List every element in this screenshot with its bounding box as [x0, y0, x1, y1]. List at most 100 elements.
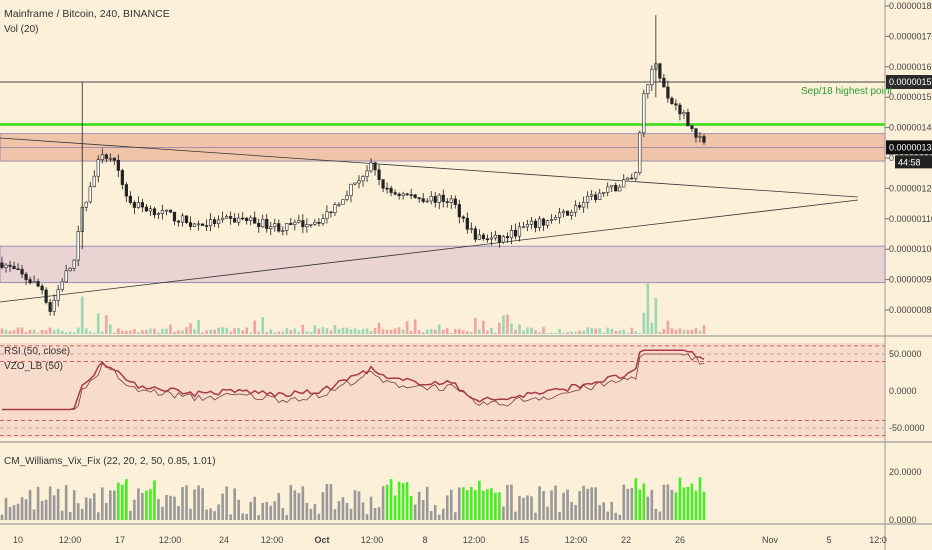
candle-body-15 [60, 281, 64, 290]
vix-bar-1 [4, 497, 8, 520]
vix-bar-18 [72, 490, 76, 520]
vix-bar-72 [289, 485, 293, 520]
vix-bar-144 [578, 491, 581, 520]
volume-bar-18 [72, 332, 76, 334]
vix-bar-55 [221, 493, 224, 520]
vix-bar-85 [341, 497, 345, 520]
volume-bar-80 [321, 327, 325, 334]
candle-body-128 [513, 229, 518, 237]
candle-body-29 [116, 159, 120, 171]
volume-bar-46 [185, 327, 188, 334]
upper-trendline [0, 137, 859, 198]
volume-bar-75 [301, 324, 305, 334]
candle-body-74 [297, 220, 301, 223]
candle-body-129 [517, 226, 522, 237]
candle-body-85 [341, 199, 345, 205]
candle-body-162 [650, 68, 654, 86]
volume-bar-130 [522, 330, 525, 334]
candle-body-75 [301, 220, 305, 228]
volume-bar-158 [634, 331, 638, 334]
candle-body-94 [377, 169, 381, 180]
time-tick-16: 12:0 [869, 535, 887, 545]
volume-bar-14 [56, 328, 60, 334]
candle-body-105 [421, 198, 425, 202]
candle-body-30 [120, 170, 124, 185]
vix-bar-153 [614, 512, 618, 520]
volume-bar-116 [466, 331, 469, 334]
candle-body-119 [477, 234, 481, 240]
volume-bar-10 [40, 329, 44, 334]
candle-body-11 [44, 289, 48, 303]
vix-bar-46 [185, 485, 188, 520]
candle-body-132 [529, 220, 534, 225]
vix-bar-164 [658, 511, 662, 520]
price-tick-8: 0.00000100 [889, 244, 932, 254]
vix-bar-93 [373, 507, 377, 520]
candle-body-61 [245, 217, 249, 221]
volume-bar-54 [217, 327, 220, 334]
candle-body-88 [353, 182, 357, 185]
candle-body-89 [357, 180, 361, 184]
volume-bar-124 [498, 322, 501, 334]
volume-bar-93 [373, 328, 377, 334]
vix-bar-128 [514, 511, 517, 520]
volume-bar-111 [445, 328, 449, 334]
volume-bar-78 [313, 325, 317, 334]
volume-bar-48 [193, 329, 196, 334]
candle-body-26 [104, 154, 108, 159]
volume-bar-2 [8, 330, 12, 334]
rsi-label: RSI (50, close) [4, 346, 71, 357]
candle-body-42 [168, 209, 173, 213]
volume-bar-59 [237, 327, 240, 334]
volume-bar-96 [385, 329, 389, 334]
rsi-tick-0: 50.0000 [889, 349, 922, 359]
volume-bar-89 [357, 330, 361, 334]
vix-bar-98 [393, 495, 397, 520]
candle-body-44 [176, 220, 181, 223]
chart-title: Mainframe / Bitcoin, 240, BINANCE [4, 8, 170, 20]
volume-bar-77 [309, 332, 313, 334]
volume-bar-141 [566, 332, 569, 334]
volume-bar-146 [586, 327, 589, 334]
vix-bar-123 [494, 492, 497, 520]
vix-tick-1: 0.0000 [889, 515, 917, 525]
vix-bar-25 [100, 487, 104, 520]
volume-bar-44 [177, 330, 180, 334]
candle-body-91 [365, 170, 369, 177]
candle-body-131 [525, 224, 530, 228]
volume-bar-163 [654, 297, 658, 334]
candle-body-118 [473, 228, 477, 240]
candle-body-52 [208, 219, 213, 227]
volume-bar-154 [618, 330, 622, 334]
high-marker-text: 0.00000155 [889, 77, 932, 87]
candle-body-103 [413, 194, 417, 198]
candle-body-87 [349, 183, 353, 196]
last-price-text: 0.00000134 [889, 142, 932, 152]
vix-bar-51 [205, 509, 208, 520]
volume-bar-132 [530, 327, 533, 334]
axes: 0.00000180 0.00000170 0.00000160 0.00000150… [13, 1, 932, 545]
vix-bar-146 [586, 488, 589, 520]
vix-bar-115 [462, 487, 465, 520]
vix-bar-112 [449, 489, 453, 520]
vix-bar-92 [369, 496, 373, 520]
vix-bar-125 [502, 506, 505, 520]
candle-body-84 [337, 204, 341, 206]
candle-body-150 [602, 192, 606, 194]
volume-bar-73 [293, 328, 297, 334]
volume-bar-94 [377, 322, 381, 334]
vix-bar-30 [121, 484, 124, 520]
volume-bars [0, 283, 706, 334]
volume-bar-12 [48, 327, 52, 334]
volume-bar-25 [100, 331, 104, 334]
vix-bar-114 [457, 487, 461, 520]
volume-bar-57 [229, 331, 232, 334]
price-tick-10: 0.00000080 [889, 305, 932, 315]
vix-bar-80 [321, 492, 325, 520]
volume-bar-72 [289, 329, 293, 334]
vix-bar-129 [518, 495, 521, 520]
volume-bar-68 [273, 332, 277, 334]
candle-body-116 [465, 217, 469, 230]
time-tick-1: 12:00 [59, 535, 82, 545]
